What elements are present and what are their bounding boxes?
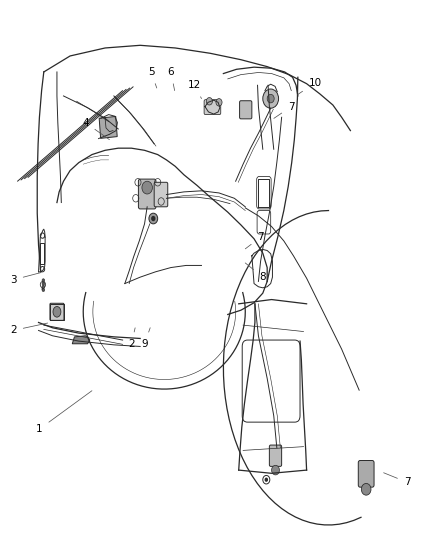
Polygon shape [72,336,90,344]
Circle shape [263,89,279,108]
Circle shape [42,282,45,285]
Circle shape [149,213,158,224]
Text: 7: 7 [384,473,411,487]
Text: 2: 2 [10,323,48,335]
Text: 7: 7 [274,102,295,118]
Circle shape [42,285,45,288]
Text: 1: 1 [36,391,92,434]
Text: 8: 8 [245,263,266,282]
FancyBboxPatch shape [138,179,156,209]
Text: 5: 5 [148,67,157,88]
FancyBboxPatch shape [154,182,168,207]
Text: 3: 3 [10,272,41,285]
Circle shape [216,99,222,106]
Circle shape [361,483,371,495]
Text: 10: 10 [298,78,322,94]
FancyBboxPatch shape [50,303,64,320]
FancyBboxPatch shape [204,100,221,115]
Circle shape [142,181,152,194]
Text: 9: 9 [141,328,150,349]
Text: 4: 4 [82,118,110,140]
Bar [99,116,117,139]
Ellipse shape [53,306,61,317]
Circle shape [206,98,212,105]
Circle shape [42,279,45,282]
FancyBboxPatch shape [240,101,252,119]
Circle shape [267,94,274,103]
Circle shape [42,288,45,292]
Text: 6: 6 [167,67,175,91]
Text: 2: 2 [128,328,135,349]
Text: 12: 12 [188,80,201,99]
Circle shape [272,465,279,475]
Circle shape [42,287,44,290]
FancyBboxPatch shape [358,461,374,487]
FancyBboxPatch shape [269,445,282,466]
Circle shape [265,478,268,482]
Text: 7: 7 [245,232,264,249]
Circle shape [151,216,155,221]
